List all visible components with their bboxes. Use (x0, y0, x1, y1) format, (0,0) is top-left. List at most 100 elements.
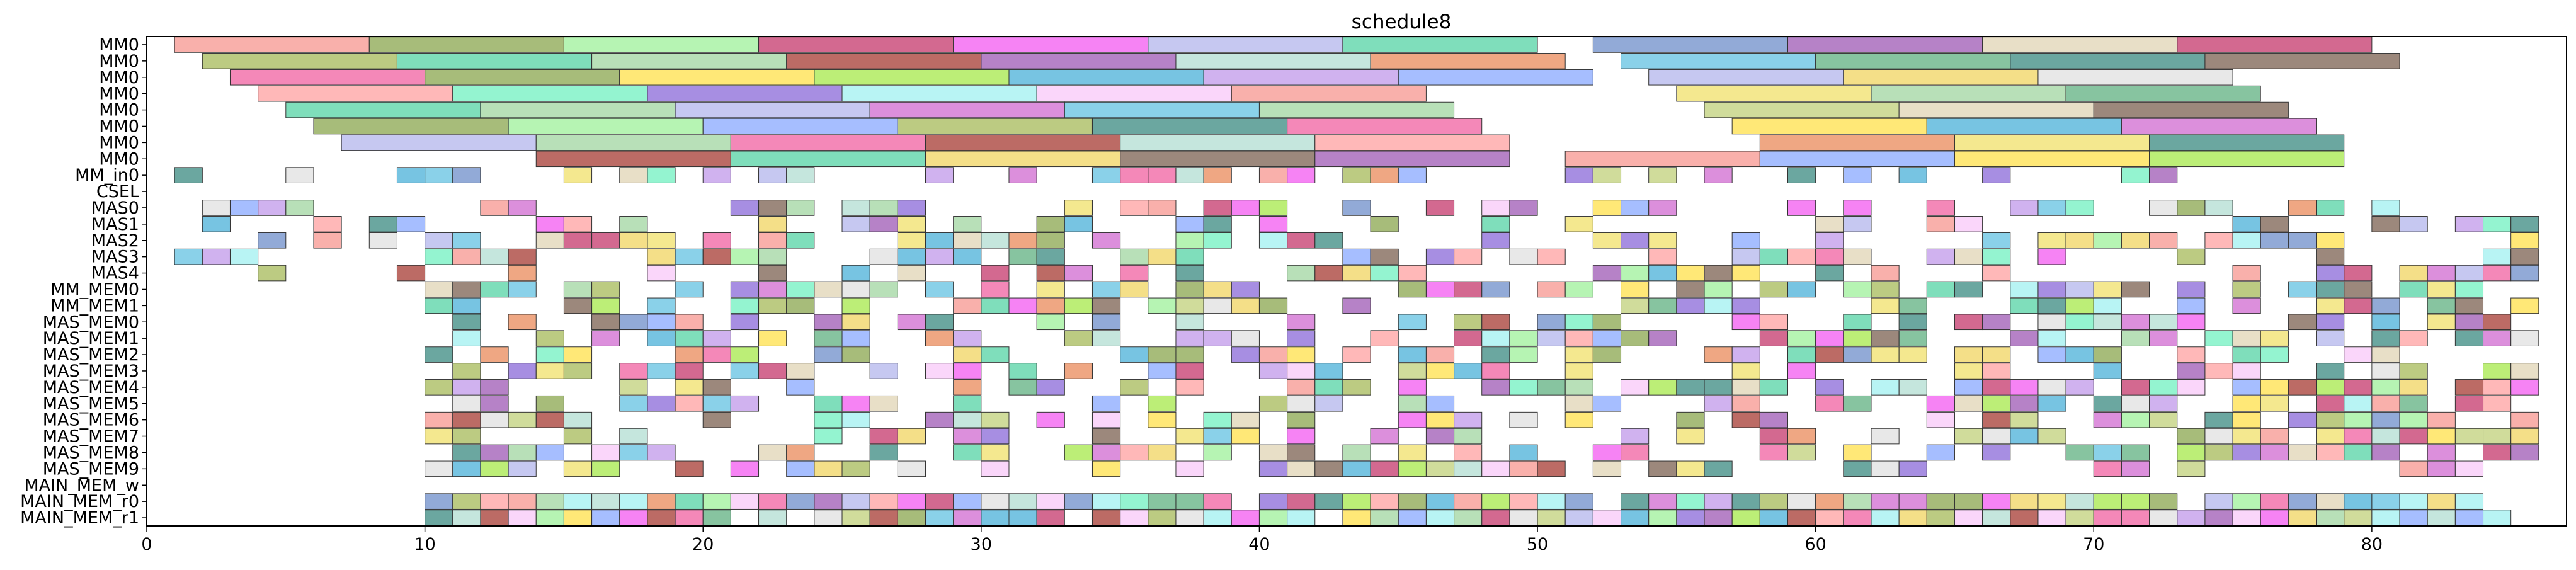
schedule-bar (563, 37, 760, 53)
row-label: MAS_MEM2 (43, 345, 139, 365)
schedule-bar (1815, 265, 1844, 282)
schedule-bar (814, 411, 843, 428)
row-label: MM0 (99, 52, 139, 71)
schedule-bar (1398, 411, 1427, 428)
schedule-bar (2232, 297, 2261, 314)
schedule-bar (2427, 460, 2456, 477)
schedule-bar (1926, 281, 1955, 298)
schedule-bar (508, 493, 537, 510)
schedule-bar (869, 493, 898, 510)
schedule-bar (258, 265, 287, 282)
schedule-bar (841, 330, 870, 346)
schedule-bar (1036, 510, 1065, 526)
x-tick-label: 20 (692, 535, 714, 554)
schedule-bar (480, 101, 676, 118)
schedule-bar (1787, 330, 1816, 346)
schedule-bar (2177, 379, 2206, 396)
schedule-bar (2065, 297, 2094, 314)
schedule-bar (2121, 411, 2150, 428)
schedule-bar (2316, 493, 2345, 510)
schedule-bar (1759, 379, 1788, 396)
schedule-bar (1592, 314, 1622, 331)
schedule-bar (1954, 346, 1983, 363)
schedule-bar (1064, 493, 1093, 510)
schedule-bar (1175, 265, 1204, 282)
schedule-bar (675, 460, 704, 477)
schedule-bar (1398, 510, 1427, 526)
schedule-bar (730, 281, 760, 298)
schedule-bar (1175, 493, 1204, 510)
schedule-bar (1120, 493, 1149, 510)
schedule-bar (1843, 281, 1872, 298)
schedule-bar (1342, 265, 1371, 282)
schedule-bar (1287, 232, 1316, 249)
schedule-bar (786, 297, 815, 314)
schedule-bar (675, 379, 704, 396)
schedule-bar (2232, 395, 2261, 412)
schedule-bar (953, 363, 982, 379)
schedule-bar (814, 346, 843, 363)
schedule-bar (1759, 411, 1788, 428)
schedule-bar (452, 85, 648, 102)
schedule-bar (841, 281, 870, 298)
schedule-bar (1342, 248, 1371, 265)
schedule-bar (2121, 444, 2150, 461)
schedule-bar (2232, 411, 2261, 428)
schedule-bar (925, 232, 954, 249)
schedule-bar (2149, 151, 2345, 168)
schedule-bar (869, 200, 898, 216)
schedule-bar (981, 411, 1010, 428)
schedule-bar (981, 281, 1010, 298)
schedule-bar (1509, 444, 1538, 461)
schedule-bar (1787, 444, 1816, 461)
schedule-bar (2232, 281, 2261, 298)
schedule-bar (2010, 411, 2039, 428)
schedule-bar (786, 200, 815, 216)
schedule-bar (1871, 281, 1900, 298)
schedule-bar (2454, 395, 2484, 412)
schedule-bar (814, 428, 843, 445)
schedule-bar (1898, 493, 1927, 510)
schedule-bar (1787, 346, 1816, 363)
schedule-bar (591, 314, 620, 331)
schedule-bar (1954, 510, 1983, 526)
schedule-bar (2316, 395, 2345, 412)
schedule-bar (2093, 363, 2122, 379)
schedule-bar (675, 281, 704, 298)
schedule-bar (2121, 314, 2150, 331)
schedule-bar (1564, 493, 1593, 510)
schedule-bar (675, 314, 704, 331)
schedule-bar (2177, 200, 2206, 216)
schedule-bar (1592, 395, 1622, 412)
schedule-bar (1564, 151, 1760, 168)
schedule-bar (2454, 493, 2484, 510)
schedule-bar (1954, 363, 1983, 379)
x-tick-label: 40 (1248, 535, 1270, 554)
schedule-bar (1787, 167, 1816, 183)
schedule-bar (1759, 151, 1955, 168)
row-label: MAS0 (91, 198, 139, 218)
schedule-bar (1926, 411, 1955, 428)
schedule-bar (702, 118, 898, 135)
schedule-bar (1175, 314, 1204, 331)
schedule-bar (1787, 281, 1816, 298)
schedule-bar (1759, 248, 1788, 265)
chart-title: schedule8 (1352, 11, 1452, 33)
schedule-bar (1704, 101, 1900, 118)
schedule-bar (1926, 493, 1955, 510)
schedule-bar (1148, 167, 1177, 183)
schedule-bar (2037, 510, 2066, 526)
schedule-bar (647, 314, 676, 331)
schedule-bar (2065, 281, 2094, 298)
schedule-bar (1091, 118, 1288, 135)
schedule-bar (841, 297, 870, 314)
schedule-bar (2037, 281, 2066, 298)
schedule-bar (2065, 493, 2094, 510)
schedule-bar (535, 330, 564, 346)
schedule-bar (2454, 379, 2484, 396)
schedule-bar (953, 379, 982, 396)
schedule-bar (2010, 297, 2039, 314)
schedule-bar (1454, 411, 1483, 428)
schedule-bar (1621, 493, 1650, 510)
schedule-bar (2344, 493, 2373, 510)
